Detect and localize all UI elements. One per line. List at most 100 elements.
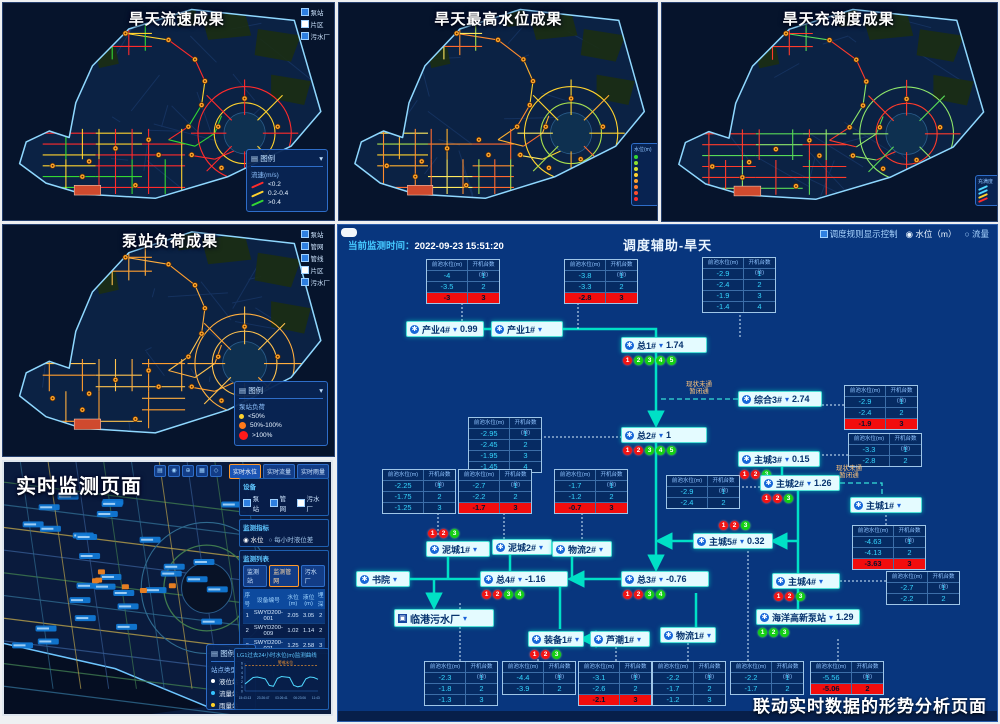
radio-level[interactable]: ◉ 水位（m） xyxy=(905,229,957,239)
monitor-time: 当前监测时间：2022-09-23 15:51:20 xyxy=(348,238,504,252)
col-header: 开机台数(台) xyxy=(748,260,771,276)
count-cell: 1 xyxy=(865,673,870,682)
layer-checkbox-片区[interactable]: 片区 xyxy=(300,265,331,275)
node-总4#[interactable]: ✱ 总4# ▾ -1.16 xyxy=(480,571,568,587)
tab-实时水位[interactable]: 实时水位 xyxy=(228,464,261,479)
collapse-icon[interactable]: ▾ xyxy=(319,386,323,395)
toolbar-button-0[interactable]: ▤ xyxy=(154,465,166,477)
toolbar-button-3[interactable]: ▦ xyxy=(196,465,208,477)
level-cell: -5.06 xyxy=(811,684,852,694)
layer-checkbox-管线[interactable]: 管线 xyxy=(300,253,331,263)
radio-flow[interactable]: ○ 流量 xyxy=(964,229,989,239)
pump-icon: ✱ xyxy=(625,574,634,584)
chevron-down-icon: ▾ xyxy=(473,544,478,554)
count-cell: 3 xyxy=(523,451,528,460)
dot-swatch xyxy=(211,691,215,695)
node-总2#[interactable]: ✱ 总2# ▾ 1 xyxy=(621,427,707,443)
toolbar-button-4[interactable]: ◇ xyxy=(210,465,222,477)
rule-table: 前池水位(m) 开机台数(台) -4.63 1 -4.13 2 -3.63 3 xyxy=(852,525,926,570)
node-海洋高新泵站[interactable]: ✱ 海洋高新泵站 ▾ 1.29 xyxy=(756,609,860,625)
node-主城4#[interactable]: ✱ 主城4# ▾ xyxy=(772,573,840,589)
metric-radio-水位[interactable]: ◉ 水位 xyxy=(243,537,264,544)
chevron-down-icon: ▾ xyxy=(637,634,642,644)
level-cell: -3.3 xyxy=(565,282,606,292)
layer-checkbox-泵站[interactable]: 泵站 xyxy=(300,229,331,239)
node-主城3#[interactable]: ✱ 主城3# ▾ 0.15 xyxy=(738,451,820,467)
device-checkbox-管网[interactable]: 管网 xyxy=(269,493,292,513)
map-canvas[interactable] xyxy=(339,3,657,220)
velocity-map[interactable] xyxy=(3,3,334,220)
node-物流2#[interactable]: ✱ 物流2# ▾ xyxy=(552,541,612,557)
list-filter-监测管网[interactable]: 监测管网 xyxy=(269,565,299,587)
unit-light: 2 xyxy=(773,494,782,503)
layer-checkbox-管网[interactable]: 管网 xyxy=(300,241,331,251)
map-canvas[interactable] xyxy=(662,3,997,221)
list-filter-污水厂[interactable]: 污水厂 xyxy=(300,565,325,587)
collapse-handle[interactable] xyxy=(341,228,357,237)
node-物流1#[interactable]: ✱ 物流1# ▾ xyxy=(660,627,716,643)
node-泥城2#[interactable]: ✱ 泥城2# ▾ xyxy=(492,539,552,555)
list-filter-监测站[interactable]: 监测站 xyxy=(243,565,268,587)
unit-light: 1 xyxy=(719,521,728,530)
node-综合3#[interactable]: ✱ 综合3# ▾ 2.74 xyxy=(738,391,822,407)
node-产业1#[interactable]: ✱ 产业1# ▾ xyxy=(491,321,563,337)
layer-checkbox-污水厂[interactable]: 污水厂 xyxy=(300,31,330,41)
device-checkbox-污水厂[interactable]: 污水厂 xyxy=(296,493,325,513)
col-header: 开机台数(台) xyxy=(894,436,917,452)
device-checkbox-泵站[interactable]: 泵站 xyxy=(243,493,265,513)
collapse-icon[interactable]: ▾ xyxy=(319,154,323,163)
node-label: 总3# xyxy=(637,574,657,585)
layer-checkbox-泵站[interactable]: 泵站 xyxy=(300,7,331,17)
node-label: 物流1# xyxy=(676,630,705,641)
level-cell: -3.5 xyxy=(427,282,468,292)
monitor-row[interactable]: 1 SWYD200-001 2.05 3.05 2 xyxy=(243,609,325,624)
layer-checkbox-片区[interactable]: 片区 xyxy=(300,19,331,29)
node-装备1#[interactable]: ✱ 装备1# ▾ xyxy=(528,631,584,647)
node-label: 物流2# xyxy=(568,544,597,555)
velocity-legend: ▤ 图例 ▾ 流速(m/s) <0.2 0.2-0.4 >0.4 xyxy=(246,149,328,212)
tab-实时雨量[interactable]: 实时雨量 xyxy=(296,464,329,479)
node-value: 1.26 xyxy=(814,478,832,488)
unit-light: 1 xyxy=(623,446,632,455)
layer-label: 管线 xyxy=(310,256,324,263)
fullness-map[interactable] xyxy=(662,3,997,221)
node-总3#[interactable]: ✱ 总3# ▾ -0.76 xyxy=(621,571,709,587)
rule-row: -2.2 2 xyxy=(459,491,531,502)
node-主城2#[interactable]: ✱ 主城2# ▾ 1.26 xyxy=(760,475,840,491)
chevron-down-icon: ▾ xyxy=(518,574,523,584)
metric-radio-每小时液位差[interactable]: ○ 每小时液位差 xyxy=(268,537,314,544)
chevron-down-icon: ▾ xyxy=(453,324,458,334)
unit-light: 2 xyxy=(634,356,643,365)
rule-row: -3 3 xyxy=(427,292,499,303)
rule-row: -1.9 3 xyxy=(845,418,917,429)
rule-toggle[interactable]: 调度规则显示控制 xyxy=(819,228,898,240)
toolbar-button-2[interactable]: ⊕ xyxy=(182,465,194,477)
node-label: 产业1# xyxy=(507,324,536,335)
dot-swatch xyxy=(211,703,215,707)
col-header: 开机台数(台) xyxy=(470,664,493,680)
node-临港污水厂[interactable]: ▣ 临港污水厂 ▾ xyxy=(394,609,494,627)
monitor-cell: 3.05 xyxy=(300,609,317,624)
node-泥城1#[interactable]: ✱ 泥城1# ▾ xyxy=(426,541,490,557)
monitor-row[interactable]: 2 SWYD200-009 1.02 1.14 2 xyxy=(243,623,325,639)
col-header: 开机台数(台) xyxy=(698,664,721,680)
node-主城1#[interactable]: ✱ 主城1# ▾ xyxy=(850,497,922,513)
toolbar-button-1[interactable]: ◉ xyxy=(168,465,180,477)
node-芦潮1#[interactable]: ✱ 芦潮1# ▾ xyxy=(590,631,650,647)
node-label: 总4# xyxy=(496,574,516,585)
legend-item xyxy=(634,191,656,195)
rule-row: -4.4 1 xyxy=(503,672,575,683)
level-map[interactable] xyxy=(339,3,657,220)
node-书院[interactable]: ✱ 书院 ▾ xyxy=(356,571,410,587)
node-value: 1.29 xyxy=(836,612,854,622)
unit-light: 2 xyxy=(785,592,794,601)
node-主城5#[interactable]: ✱ 主城5# ▾ 0.32 xyxy=(693,533,773,549)
node-总1#[interactable]: ✱ 总1# ▾ 1.74 xyxy=(621,337,707,353)
node-产业4#[interactable]: ✱ 产业4# ▾ 0.99 xyxy=(406,321,484,337)
chevron-down-icon: ▾ xyxy=(538,324,543,334)
tab-实时流量[interactable]: 实时流量 xyxy=(262,464,295,479)
map-canvas[interactable] xyxy=(3,3,334,220)
chevron-down-icon: ▾ xyxy=(785,394,790,404)
layer-checkbox-污水厂[interactable]: 污水厂 xyxy=(300,277,330,287)
